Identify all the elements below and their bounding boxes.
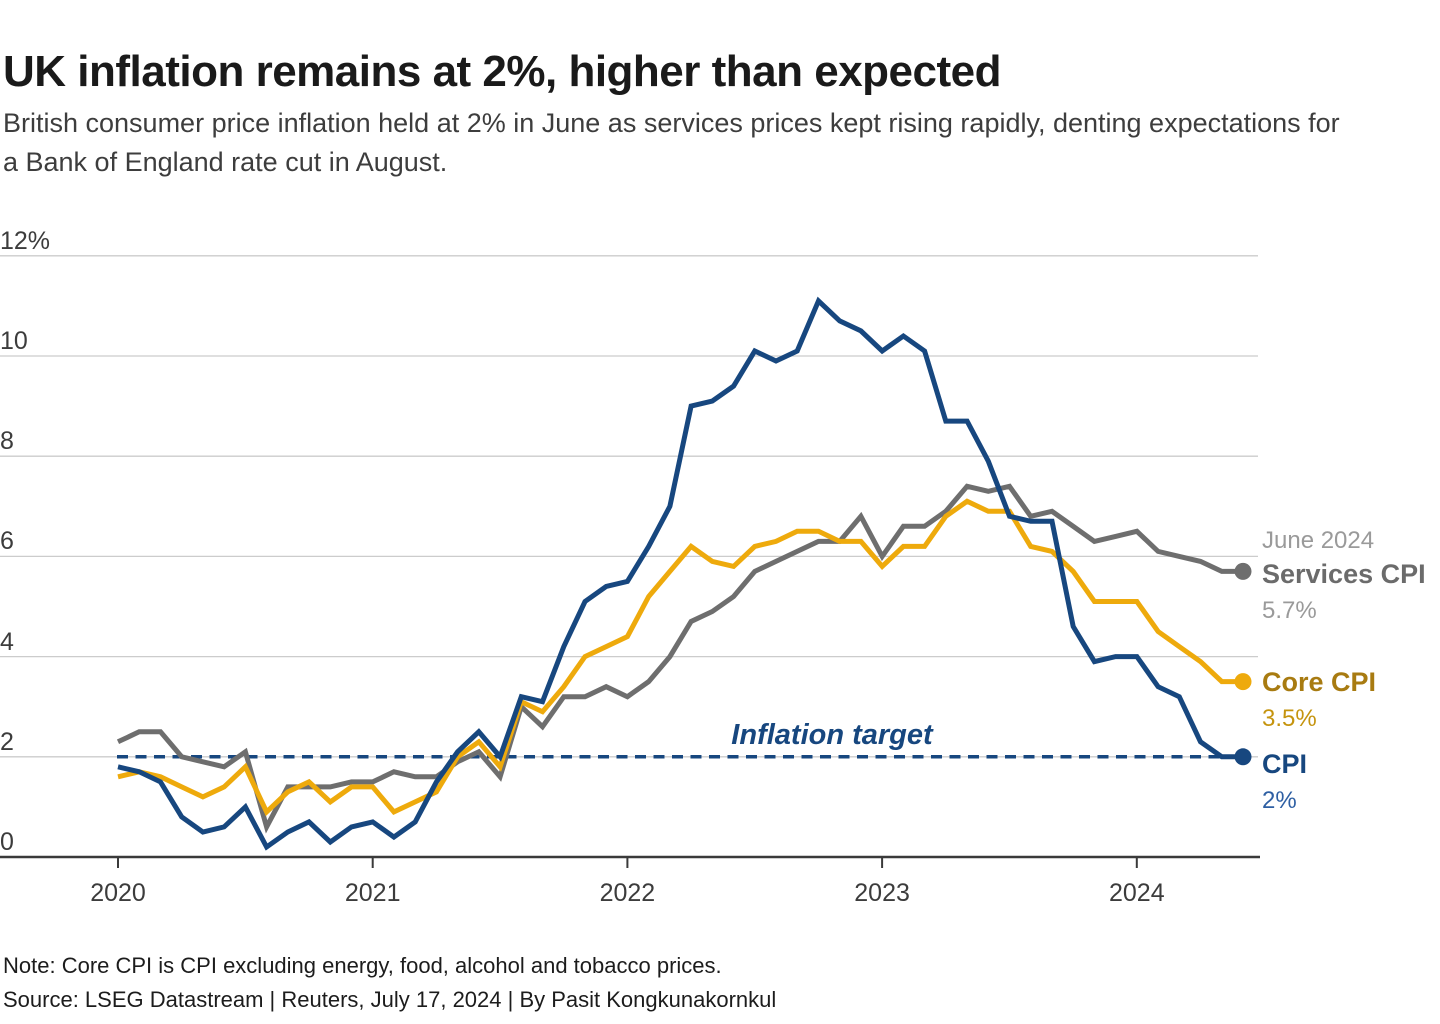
y-tick-label-8: 8 xyxy=(0,427,14,455)
line-core-cpi xyxy=(117,498,1243,817)
y-tick-label-10: 10 xyxy=(0,327,28,355)
y-tick-label-4: 4 xyxy=(0,628,14,656)
legend-core-cpi-label: Core CPI xyxy=(1262,667,1377,697)
gridlines xyxy=(0,255,1258,758)
x-tick-label-2024: 2024 xyxy=(1109,879,1165,907)
y-tick-label-6: 6 xyxy=(0,527,14,555)
end-dot-services-cpi xyxy=(1234,562,1252,580)
subtitle-line-2: a Bank of England rate cut in August. xyxy=(3,147,448,177)
legend-cpi-value: 2% xyxy=(1262,787,1297,814)
chart-note: Note: Core CPI is CPI excluding energy, … xyxy=(3,953,722,978)
legend-services-cpi-value: 5.7% xyxy=(1262,597,1317,624)
y-tick-label-2: 2 xyxy=(0,728,14,756)
series-lines xyxy=(116,296,1243,851)
legend-core-cpi-value: 3.5% xyxy=(1262,705,1317,732)
inflation-chart: 12% 10 8 6 4 2 0 Inflation target 2020 2… xyxy=(0,227,1260,907)
x-tick-label-2020: 2020 xyxy=(90,879,146,907)
x-tick-label-2023: 2023 xyxy=(854,879,910,907)
legend-date-label: June 2024 xyxy=(1262,527,1375,554)
y-tick-label-12: 12% xyxy=(0,227,50,255)
line-services-cpi xyxy=(116,483,1243,834)
line-cpi xyxy=(117,296,1243,851)
inflation-target-label: Inflation target xyxy=(731,719,934,751)
subtitle-line-1: British consumer price inflation held at… xyxy=(3,108,1340,138)
legend-services-cpi-label: Services CPI xyxy=(1262,559,1426,589)
x-axis: 2020 2021 2022 2023 2024 xyxy=(0,855,1260,907)
chart-source: Source: LSEG Datastream | Reuters, July … xyxy=(3,987,777,1012)
page-subtitle: British consumer price inflation held at… xyxy=(3,104,1439,182)
x-tick-label-2022: 2022 xyxy=(600,879,656,907)
end-dot-cpi xyxy=(1234,748,1252,766)
x-tick-label-2021: 2021 xyxy=(345,879,401,907)
series-end-dots xyxy=(1234,562,1252,766)
end-dot-core-cpi xyxy=(1234,673,1252,691)
legend-cpi-label: CPI xyxy=(1262,749,1308,779)
page-title: UK inflation remains at 2%, higher than … xyxy=(3,47,1002,97)
y-axis-labels: 12% 10 8 6 4 2 0 xyxy=(0,227,50,856)
y-tick-label-0: 0 xyxy=(0,828,14,856)
